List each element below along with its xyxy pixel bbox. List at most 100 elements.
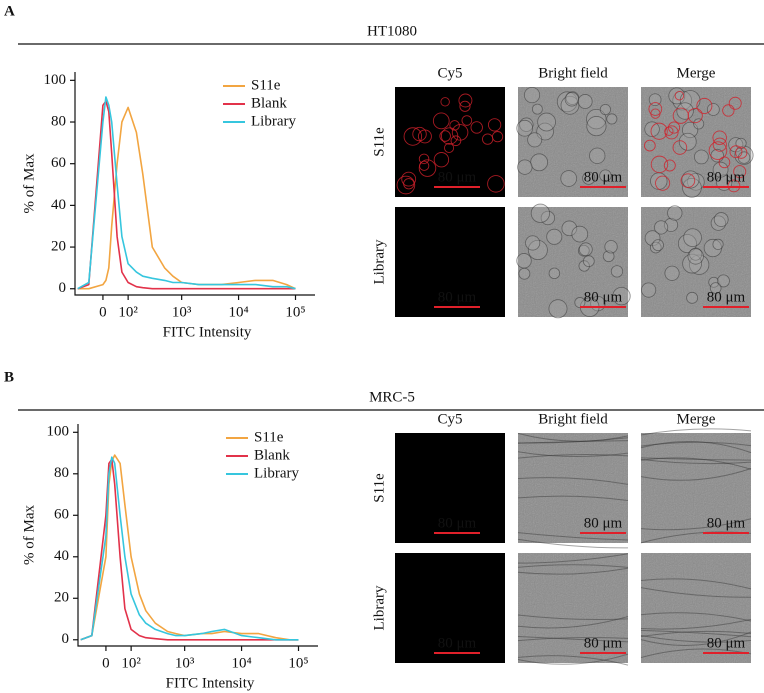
cell: [517, 637, 629, 642]
image-background: [395, 87, 505, 197]
micrograph: 80 μm: [395, 433, 505, 543]
micrograph: 80 μm: [516, 203, 631, 319]
column-header: Merge: [677, 411, 716, 427]
micrograph: 80 μm: [395, 207, 505, 317]
fluorescent-cell: [674, 90, 685, 101]
cell: [517, 553, 629, 564]
cell: [640, 630, 752, 638]
cell: [650, 172, 668, 190]
image-background: [395, 207, 505, 317]
cell: [706, 103, 720, 116]
series-line: [80, 456, 299, 641]
y-tick-label: 20: [54, 590, 69, 606]
image-texture: [641, 433, 751, 543]
cell: [640, 631, 752, 646]
row-label: S11e: [371, 127, 387, 157]
scale-bar-label: 80 μm: [707, 169, 746, 185]
fluorescent-cell: [680, 173, 696, 188]
series-line: [77, 100, 296, 290]
legend-label: S11e: [254, 429, 284, 445]
x-axis-label: FITC Intensity: [163, 324, 252, 340]
cell: [517, 477, 629, 485]
fluorescent-cell: [735, 146, 748, 159]
x-tick-label: 10³: [172, 304, 192, 320]
fluorescent-cell: [727, 179, 741, 193]
y-tick-label: 0: [59, 280, 67, 296]
cell: [640, 428, 752, 436]
fluorescent-cell: [643, 139, 656, 152]
fluorescent-cell: [696, 97, 713, 114]
x-tick-label: 10²: [118, 304, 138, 320]
x-tick-label: 0: [102, 655, 110, 671]
cell: [640, 440, 752, 454]
fluorescent-cell: [728, 96, 742, 110]
micrograph: 80 μm: [641, 205, 751, 317]
column-header: Bright field: [538, 411, 608, 427]
fluorescent-cell: [396, 175, 416, 195]
fluorescent-cell: [401, 171, 417, 187]
y-tick-label: 60: [54, 507, 69, 523]
fluorescent-cell: [733, 165, 747, 179]
cell: [517, 567, 629, 575]
legend-label: S11e: [251, 77, 281, 93]
cell: [517, 616, 629, 629]
cell: [523, 86, 541, 104]
micrograph: 80 μm: [516, 86, 628, 197]
cell: [564, 92, 580, 107]
y-tick-label: 100: [44, 72, 67, 88]
cell: [518, 267, 531, 280]
fluorescent-cell: [487, 175, 505, 193]
scale-bar-label: 80 μm: [438, 289, 477, 305]
fluorescent-cell: [418, 153, 430, 165]
series-line: [80, 458, 299, 641]
cell: [686, 291, 699, 304]
x-tick-label: 10⁴: [228, 304, 248, 320]
cell: [519, 117, 534, 132]
fluorescent-cell: [729, 145, 743, 159]
cell: [648, 93, 662, 107]
column-header: Cy5: [437, 411, 462, 427]
scale-bar-label: 80 μm: [707, 289, 746, 305]
cell: [517, 451, 629, 458]
image-texture: [518, 553, 628, 663]
cell: [640, 612, 752, 622]
cell: [709, 282, 722, 294]
scale-bar-label: 80 μm: [707, 515, 746, 531]
axes: [74, 72, 315, 296]
cell: [582, 255, 595, 268]
cell: [687, 248, 704, 265]
cell: [640, 441, 752, 447]
fluorescent-cell: [450, 135, 462, 147]
fluorescent-cell: [712, 130, 727, 145]
cell: [517, 532, 629, 541]
x-tick-label: 10⁵: [288, 655, 308, 671]
cell: [694, 149, 709, 165]
cell: [713, 212, 729, 227]
series-line: [77, 106, 296, 290]
cell: [517, 538, 629, 549]
cell: [574, 297, 586, 309]
fluorescent-cell: [487, 118, 502, 132]
cell: [582, 171, 596, 185]
cell: [672, 90, 693, 111]
cell: [530, 153, 549, 172]
scale-bar-label: 80 μm: [584, 289, 623, 305]
cell: [548, 299, 568, 319]
fluorescent-cell: [444, 142, 455, 153]
y-tick-label: 80: [54, 465, 69, 481]
cell: [641, 282, 657, 298]
image-texture: [518, 87, 628, 197]
cell: [640, 578, 752, 590]
fluorescent-cell: [433, 152, 450, 168]
cell: [548, 267, 561, 280]
fluorescent-cell: [650, 108, 661, 119]
scale-bar-label: 80 μm: [707, 635, 746, 651]
y-tick-label: 100: [47, 424, 70, 440]
cell: [560, 170, 578, 187]
cell: [517, 655, 629, 666]
micrograph: 80 μm: [517, 432, 629, 549]
cell: [602, 250, 615, 263]
fluorescent-cell: [451, 124, 469, 141]
cell: [517, 437, 629, 444]
scale-bar-label: 80 μm: [584, 169, 623, 185]
